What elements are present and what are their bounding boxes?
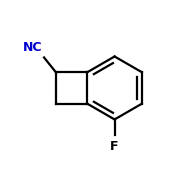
Text: F: F [110,140,119,153]
Text: NC: NC [23,41,42,54]
